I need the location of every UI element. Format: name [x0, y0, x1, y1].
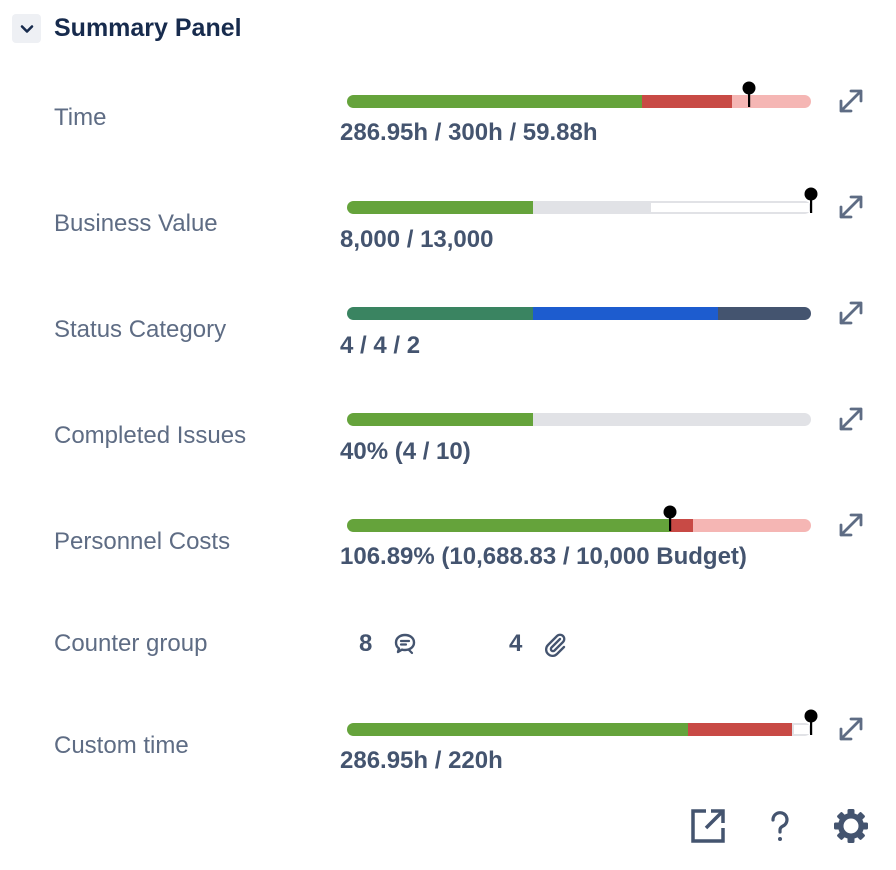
external-link-icon[interactable] [690, 808, 726, 844]
row-label: Custom time [54, 732, 189, 759]
paperclip-icon [545, 633, 566, 657]
row-label: Counter group [54, 630, 208, 657]
expand-icon[interactable] [836, 298, 866, 328]
pin-marker [742, 81, 756, 107]
row-value: 286.95h / 300h / 59.88h [340, 119, 598, 146]
expand-icon[interactable] [836, 192, 866, 222]
row-label: Time [54, 104, 107, 131]
attachments-count: 4 [509, 630, 523, 657]
progress-segment-green [347, 413, 533, 426]
progress-bar [347, 201, 811, 214]
row-value: 106.89% (10,688.83 / 10,000 Budget) [340, 543, 747, 570]
panel-header[interactable]: Summary Panel [12, 14, 242, 43]
comments-counter[interactable]: 8 [359, 630, 418, 658]
progress-bar [347, 723, 811, 736]
pin-marker [663, 505, 677, 531]
expand-icon[interactable] [836, 86, 866, 116]
row-label: Completed Issues [54, 422, 247, 449]
progress-segment-pink [693, 519, 811, 532]
row-value: 286.95h / 220h [340, 747, 503, 774]
progress-bar [347, 519, 811, 532]
progress-segment-dark_green [347, 307, 533, 320]
progress-segment-green [347, 201, 533, 214]
row-value: 4 / 4 / 2 [340, 332, 421, 359]
expand-icon[interactable] [836, 714, 866, 744]
progress-segment-red [669, 519, 694, 532]
attachments-counter[interactable]: 4 [509, 630, 568, 658]
expand-icon[interactable] [836, 404, 866, 434]
pin-marker [804, 187, 818, 213]
expand-icon[interactable] [836, 510, 866, 540]
progress-segment-pink [732, 95, 811, 108]
panel-title: Summary Panel [54, 14, 242, 42]
progress-segment-red [688, 723, 792, 736]
row-label: Status Category [54, 316, 227, 343]
help-icon[interactable] [768, 808, 792, 844]
progress-segment-green [347, 723, 689, 736]
progress-bar [347, 307, 811, 320]
comments-count: 8 [359, 630, 373, 657]
settings-icon[interactable] [833, 808, 869, 844]
progress-bar [347, 95, 811, 108]
progress-segment-green [347, 95, 643, 108]
comment-icon [395, 633, 416, 655]
chevron-down-icon[interactable] [12, 14, 41, 43]
row-label: Personnel Costs [54, 528, 231, 555]
pin-marker [804, 709, 818, 735]
progress-segment-red [642, 95, 733, 108]
row-value: 8,000 / 13,000 [340, 226, 494, 253]
progress-segment-green [347, 519, 670, 532]
progress-segment-gray [532, 201, 649, 214]
progress-segment-gray [532, 413, 811, 426]
row-label: Business Value [54, 210, 218, 237]
progress-segment-white [791, 723, 811, 736]
progress-bar [347, 413, 811, 426]
progress-segment-blue [532, 307, 719, 320]
row-value: 40% (4 / 10) [340, 438, 471, 465]
progress-segment-white [648, 201, 811, 214]
progress-segment-slate [718, 307, 811, 320]
